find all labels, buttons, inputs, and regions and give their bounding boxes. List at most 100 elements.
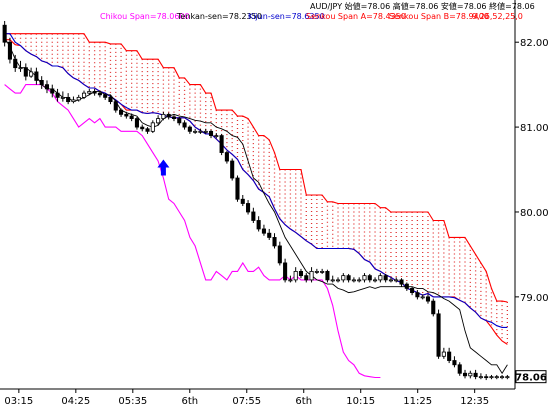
- bearish-candle: [230, 160, 235, 179]
- bullish-candle: [362, 275, 367, 281]
- bearish-candle: [367, 275, 372, 281]
- tenkan-sen-line: [4, 37, 508, 375]
- bullish-candle: [335, 279, 341, 282]
- x-tick-label: 04:25: [61, 396, 90, 407]
- bearish-candle: [283, 262, 288, 281]
- bullish-candle: [288, 279, 293, 282]
- bearish-candle: [124, 113, 129, 117]
- bearish-candle: [219, 135, 224, 153]
- current-price-label: 78.06: [515, 373, 547, 384]
- bearish-candle: [410, 287, 415, 294]
- bearish-candle: [224, 152, 229, 162]
- bearish-candle: [436, 313, 441, 357]
- bullish-candle: [494, 376, 499, 379]
- bearish-candle: [7, 41, 12, 60]
- bearish-candle: [272, 237, 277, 247]
- y-tick-label: 81.00: [520, 123, 548, 134]
- bearish-candle: [452, 360, 457, 366]
- bearish-candle: [484, 376, 489, 379]
- x-tick-label: 11:25: [403, 396, 432, 407]
- bullish-candle: [373, 279, 378, 282]
- bullish-candle: [330, 279, 335, 282]
- bullish-candle: [394, 279, 399, 282]
- chikou-readout-text: Chikou Span=78.0600: [100, 12, 190, 21]
- bullish-candle: [150, 122, 155, 132]
- bullish-candle: [420, 296, 425, 299]
- kumo-cloud: [3, 33, 509, 345]
- y-axis-ticks: 82.00 81.00 80.00 79.00: [515, 38, 548, 304]
- bearish-candle: [346, 275, 351, 281]
- bullish-candle: [314, 270, 319, 273]
- bearish-candle: [246, 203, 251, 213]
- senkou-b-readout-text: Senkou Span B=78.9400: [389, 12, 489, 21]
- x-tick-label: 6th: [295, 396, 312, 407]
- bearish-candle: [383, 275, 388, 281]
- params-readout-text: 9,26,52,25,0: [472, 12, 523, 21]
- bearish-candle: [103, 94, 108, 98]
- bearish-candle: [473, 372, 478, 378]
- bullish-candle: [203, 130, 208, 133]
- bearish-candle: [39, 80, 44, 86]
- bearish-candle: [66, 96, 71, 103]
- bullish-candle: [500, 376, 505, 379]
- bearish-candle: [145, 128, 150, 132]
- bearish-candle: [261, 228, 266, 234]
- x-axis-ticks: 03:15 04:25 05:35 6th 07:55 6th 10:15 11:25 12:3…: [4, 389, 489, 407]
- x-tick-label: 10:15: [346, 396, 375, 407]
- bearish-candle: [129, 115, 134, 120]
- indicator-lines: [4, 33, 508, 379]
- bearish-candle: [277, 245, 282, 264]
- x-tick-label: 05:35: [118, 396, 147, 407]
- bullish-candle: [198, 130, 203, 133]
- y-tick-label: 79.00: [520, 293, 548, 304]
- bearish-candle: [267, 232, 272, 238]
- bearish-candle: [251, 211, 256, 221]
- bearish-candle: [134, 118, 139, 128]
- bullish-candle: [214, 135, 219, 137]
- bullish-candle: [478, 376, 483, 379]
- bullish-candle: [60, 96, 65, 99]
- bearish-candle: [92, 91, 97, 94]
- bullish-candle: [468, 372, 473, 377]
- bearish-candle: [113, 101, 118, 111]
- bullish-candle: [378, 275, 383, 281]
- candlesticks: [2, 20, 510, 381]
- axes: [0, 0, 516, 390]
- bearish-candle: [166, 113, 171, 118]
- x-tick-label: 07:55: [232, 396, 261, 407]
- bearish-candle: [119, 109, 124, 115]
- bearish-candle: [462, 372, 468, 377]
- current-price-tag: 78.06: [515, 370, 547, 384]
- bearish-candle: [187, 126, 192, 132]
- bearish-candle: [2, 24, 7, 43]
- x-tick-label: 6th: [181, 396, 198, 407]
- bearish-candle: [431, 300, 436, 315]
- chikou-readout: Chikou Span=78.0600 Tenkan-sen=78.2350 K…: [100, 12, 523, 21]
- bearish-candle: [240, 198, 245, 204]
- bearish-candle: [108, 96, 113, 103]
- chart-title: AUD/JPY 始値=78.06 高値=78.06 安値=78.06 終値=78…: [310, 1, 535, 11]
- bearish-candle: [50, 88, 55, 94]
- bearish-candle: [447, 351, 452, 361]
- bearish-candle: [235, 177, 240, 200]
- bullish-candle: [388, 279, 393, 282]
- bearish-candle: [415, 292, 420, 298]
- senkou-span-b-line: [4, 33, 508, 303]
- bullish-candle: [341, 275, 346, 281]
- bearish-candle: [97, 92, 102, 96]
- bullish-candle: [351, 279, 356, 282]
- bullish-candle: [18, 67, 23, 70]
- kijun-sen-line: [4, 33, 508, 328]
- bullish-candle: [309, 270, 314, 281]
- bullish-candle: [87, 91, 92, 94]
- bullish-candle: [29, 71, 34, 77]
- bullish-candle: [357, 279, 362, 282]
- bullish-candle: [81, 92, 87, 98]
- bearish-candle: [55, 92, 60, 98]
- kijun-readout-text: Kijun-sen=78.6350: [248, 12, 325, 21]
- bearish-candle: [44, 84, 50, 90]
- bullish-candle: [71, 99, 76, 103]
- bullish-candle: [489, 376, 494, 379]
